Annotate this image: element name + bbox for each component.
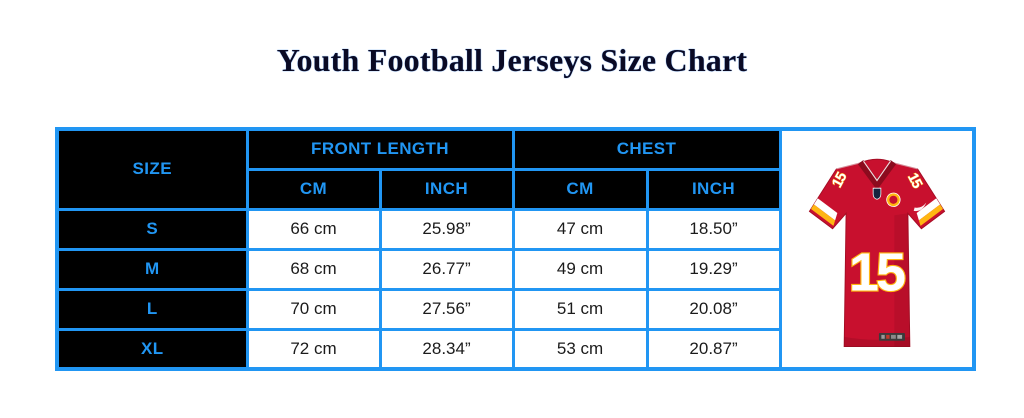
- cell-chest-cm-l: 51 cm: [511, 287, 649, 331]
- row-label-size-m: M: [55, 247, 249, 291]
- cell-front-cm-m: 68 cm: [245, 247, 382, 291]
- shoulder-seam-right: [894, 162, 918, 170]
- column-header-chest: CHEST: [511, 127, 782, 171]
- cell-front-cm-xl: 72 cm: [245, 327, 382, 371]
- sleeve-stripe-white-right: [916, 195, 942, 221]
- row-label-size-l: L: [55, 287, 249, 331]
- size-chart-table: SIZE FRONT LENGTH CHEST: [55, 127, 977, 371]
- cell-chest-inch-xl: 20.87”: [645, 327, 782, 371]
- team-patch-icon: [886, 192, 901, 207]
- column-header-chest-inch: INCH: [645, 167, 782, 211]
- shoulder-seam-left: [836, 162, 860, 170]
- sleeve-stripe-gold-right: [918, 203, 944, 226]
- cell-chest-inch-s: 18.50”: [645, 207, 782, 251]
- cell-chest-cm-xl: 53 cm: [511, 327, 649, 371]
- sleeve-stripe-white-left: [811, 195, 838, 221]
- collar-trim: [862, 160, 891, 182]
- cell-front-cm-s: 66 cm: [245, 207, 382, 251]
- collar: [857, 160, 896, 191]
- jersey-illustration: 15 15 15: [808, 158, 945, 347]
- cell-chest-cm-m: 49 cm: [511, 247, 649, 291]
- column-header-front-length: FRONT LENGTH: [245, 127, 515, 171]
- table-row-size-xl: XL 72 cm 28.34” 53 cm 20.87”: [55, 327, 974, 371]
- cell-front-cm-l: 70 cm: [245, 287, 382, 331]
- cell-front-inch-m: 26.77”: [378, 247, 515, 291]
- page-title: Youth Football Jerseys Size Chart: [276, 42, 748, 78]
- table-row-size-m: M 68 cm 26.77” 49 cm 19.29”: [55, 247, 974, 291]
- table-row-size-l: L 70 cm 27.56” 51 cm 20.08”: [55, 287, 974, 331]
- sleeve-stripe-gold-left: [810, 203, 835, 226]
- jock-tag: [878, 332, 905, 341]
- cell-front-inch-l: 27.56”: [378, 287, 515, 331]
- row-label-size-s: S: [55, 207, 249, 251]
- cell-chest-cm-s: 47 cm: [511, 207, 649, 251]
- header-row-units: CM INCH CM INCH: [57, 167, 974, 211]
- table-row-size-s: S 66 cm 25.98” 47 cm 18.50”: [55, 207, 974, 251]
- cell-chest-inch-l: 20.08”: [645, 287, 782, 331]
- product-image-cell: 15 15 15: [778, 127, 976, 371]
- cell-front-inch-s: 25.98”: [378, 207, 515, 251]
- column-header-chest-cm: CM: [511, 167, 649, 211]
- jersey-number-chest: 15: [849, 243, 905, 303]
- column-header-front-cm: CM: [245, 167, 382, 211]
- jersey-side-shade: [894, 213, 910, 347]
- column-header-size: SIZE: [55, 127, 249, 211]
- row-label-size-xl: XL: [55, 327, 249, 371]
- nfl-shield-icon: [872, 187, 882, 200]
- cell-front-inch-xl: 28.34”: [378, 327, 515, 371]
- header-row-groups: SIZE FRONT LENGTH CHEST: [55, 127, 976, 371]
- column-header-front-inch: INCH: [378, 167, 515, 211]
- jersey-image: 15 15 15: [783, 132, 971, 366]
- cell-chest-inch-m: 19.29”: [645, 247, 782, 291]
- swoosh-icon: [913, 202, 926, 212]
